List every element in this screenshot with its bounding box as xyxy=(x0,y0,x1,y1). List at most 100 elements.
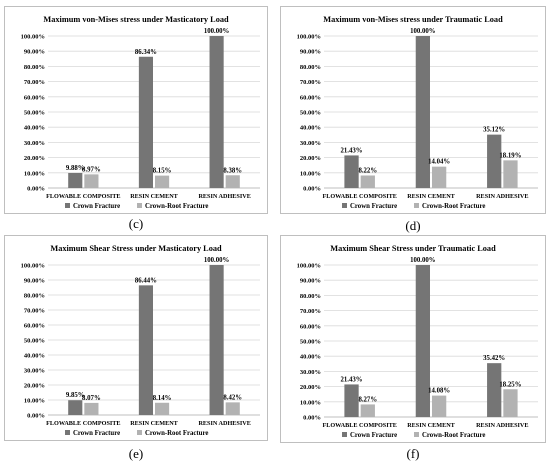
y-tick-label: 10.00% xyxy=(300,399,321,406)
legend-swatch xyxy=(414,203,419,208)
y-tick-label: 10.00% xyxy=(24,398,45,405)
bar-crown-fracture xyxy=(487,134,502,188)
data-label: 100.00% xyxy=(410,257,436,264)
x-tick-label: FLOWABLE COMPOSITE xyxy=(46,420,120,427)
x-tick-label: RESIN ADHESIVE xyxy=(198,420,250,427)
y-tick-label: 30.00% xyxy=(300,140,321,147)
y-tick-label: 20.00% xyxy=(24,155,45,162)
bar-crown-fracture xyxy=(415,36,430,188)
y-tick-label: 50.00% xyxy=(24,338,45,345)
bar-crown-root-fracture xyxy=(360,175,375,188)
legend-swatch xyxy=(137,203,142,208)
bar-crown-root-fracture xyxy=(225,175,240,188)
legend-swatch xyxy=(414,432,419,437)
y-tick-label: 70.00% xyxy=(300,308,321,315)
y-tick-label: 30.00% xyxy=(300,369,321,376)
data-label: 21.43% xyxy=(340,376,362,383)
chart-frame xyxy=(280,6,546,214)
x-tick-label: RESIN CEMENT xyxy=(407,422,455,429)
y-tick-label: 40.00% xyxy=(300,354,321,361)
data-label: 86.34% xyxy=(135,49,157,56)
x-tick-label: FLOWABLE COMPOSITE xyxy=(46,193,120,200)
bar-crown-fracture xyxy=(138,285,153,415)
data-label: 8.14% xyxy=(153,395,172,402)
x-tick-label: RESIN ADHESIVE xyxy=(476,193,528,200)
y-tick-label: 50.00% xyxy=(300,339,321,346)
chart-title: Maximum Shear Stress under Traumatic Loa… xyxy=(330,244,496,253)
y-tick-label: 80.00% xyxy=(24,293,45,300)
data-label: 35.42% xyxy=(483,355,505,362)
y-tick-label: 90.00% xyxy=(24,49,45,56)
panel-label-f: (f) xyxy=(406,446,420,461)
x-tick-label: RESIN CEMENT xyxy=(130,420,178,427)
panel-label-d: (d) xyxy=(405,218,421,233)
x-tick-label: RESIN ADHESIVE xyxy=(476,422,528,429)
chart-c-svg: Maximum von-Mises stress under Masticato… xyxy=(4,6,268,214)
bar-crown-fracture xyxy=(415,265,430,417)
data-label: 8.07% xyxy=(82,395,101,402)
y-tick-label: 0.00% xyxy=(303,186,321,193)
y-tick-label: 100.00% xyxy=(21,263,45,270)
chart-e-svg: Maximum Shear Stress under Masticatory L… xyxy=(4,235,268,441)
y-tick-label: 20.00% xyxy=(300,384,321,391)
x-tick-label: RESIN CEMENT xyxy=(130,193,178,200)
data-label: 8.15% xyxy=(153,168,172,175)
data-label: 8.22% xyxy=(358,168,377,175)
bar-crown-root-fracture xyxy=(432,395,447,417)
legend-label: Crown Fracture xyxy=(73,430,120,437)
data-label: 8.97% xyxy=(82,166,101,173)
y-tick-label: 60.00% xyxy=(300,323,321,330)
y-tick-label: 80.00% xyxy=(300,64,321,71)
bar-crown-fracture xyxy=(209,265,224,415)
legend-swatch xyxy=(65,203,70,208)
y-tick-label: 10.00% xyxy=(24,170,45,177)
bar-crown-root-fracture xyxy=(84,174,99,188)
bar-crown-root-fracture xyxy=(360,404,375,417)
y-tick-label: 90.00% xyxy=(300,49,321,56)
y-tick-label: 50.00% xyxy=(300,110,321,117)
y-tick-label: 10.00% xyxy=(300,170,321,177)
legend-label: Crown Fracture xyxy=(350,203,397,210)
bar-crown-root-fracture xyxy=(155,402,170,415)
y-tick-label: 100.00% xyxy=(297,34,321,41)
data-label: 21.43% xyxy=(340,147,362,154)
y-tick-label: 60.00% xyxy=(300,94,321,101)
bar-crown-root-fracture xyxy=(225,402,240,415)
legend-label: Crown-Root Fracture xyxy=(145,430,208,437)
data-label: 8.42% xyxy=(223,394,242,401)
y-tick-label: 90.00% xyxy=(300,278,321,285)
chart-d-svg: Maximum von-Mises stress under Traumatic… xyxy=(280,6,546,214)
bar-crown-fracture xyxy=(487,363,502,417)
bar-crown-root-fracture xyxy=(503,160,518,188)
chart-frame xyxy=(280,235,546,443)
legend-label: Crown Fracture xyxy=(350,432,397,439)
x-tick-label: RESIN ADHESIVE xyxy=(198,193,250,200)
y-tick-label: 0.00% xyxy=(27,186,45,193)
y-tick-label: 40.00% xyxy=(24,353,45,360)
data-label: 14.08% xyxy=(428,388,450,395)
y-tick-label: 30.00% xyxy=(24,368,45,375)
y-tick-label: 60.00% xyxy=(24,94,45,101)
panel-label-e: (e) xyxy=(128,446,144,461)
legend-label: Crown-Root Fracture xyxy=(422,203,485,210)
bar-crown-root-fracture xyxy=(432,166,447,188)
data-label: 35.12% xyxy=(483,127,505,134)
chart-title: Maximum von-Mises stress under Masticato… xyxy=(43,15,229,24)
y-tick-label: 70.00% xyxy=(24,79,45,86)
data-label: 9.88% xyxy=(66,165,85,172)
y-tick-label: 80.00% xyxy=(300,293,321,300)
y-tick-label: 90.00% xyxy=(24,278,45,285)
data-label: 8.38% xyxy=(223,167,242,174)
bar-crown-root-fracture xyxy=(503,389,518,417)
legend-label: Crown-Root Fracture xyxy=(422,432,485,439)
y-tick-label: 50.00% xyxy=(24,110,45,117)
chart-panel-f: Maximum Shear Stress under Traumatic Loa… xyxy=(280,235,546,443)
y-tick-label: 0.00% xyxy=(303,415,321,422)
legend-swatch xyxy=(65,430,70,435)
bar-crown-fracture xyxy=(209,36,224,188)
bar-crown-fracture xyxy=(344,384,359,417)
y-tick-label: 100.00% xyxy=(21,34,45,41)
bar-crown-fracture xyxy=(344,155,359,188)
bar-crown-root-fracture xyxy=(155,175,170,188)
legend-swatch xyxy=(342,432,347,437)
